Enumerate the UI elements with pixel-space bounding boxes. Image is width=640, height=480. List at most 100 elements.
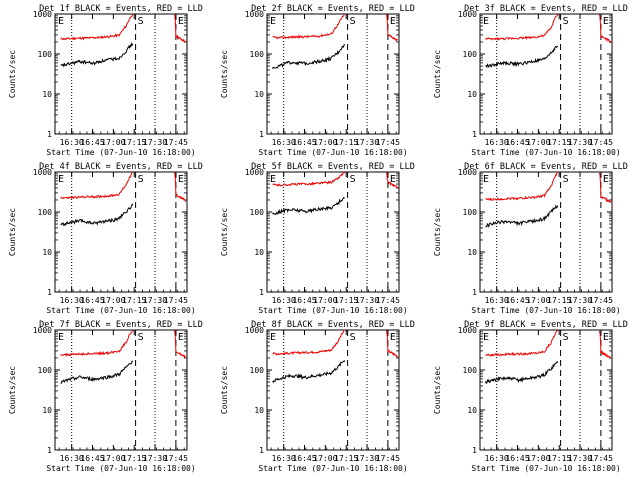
series-line-red bbox=[485, 171, 559, 202]
x-tick-label: 17:00 bbox=[313, 296, 337, 305]
x-tick-label: 16:45 bbox=[80, 454, 104, 463]
y-tick-label: 100 bbox=[463, 50, 478, 59]
y-tick-label: 1 bbox=[47, 446, 52, 455]
panel-title: Det 2f BLACK = Events, RED = LLD bbox=[251, 4, 415, 14]
x-tick-label: 17:45 bbox=[164, 138, 188, 147]
x-axis-label: Start Time (07-Jun-10 16:18:00) bbox=[46, 464, 195, 473]
plot-frame bbox=[266, 13, 400, 135]
y-tick-label: 10 bbox=[254, 406, 264, 415]
y-tick-label: 10 bbox=[467, 406, 477, 415]
event-marker: E bbox=[270, 332, 276, 343]
chart-panel-7: Det 7f BLACK = Events, RED = LLD 1 10 100 10… bbox=[8, 320, 203, 473]
panel-title: Det 7f BLACK = Events, RED = LLD bbox=[39, 320, 203, 330]
x-tick-label: 16:30 bbox=[60, 296, 84, 305]
series-line-black bbox=[485, 45, 559, 69]
y-tick-label: 1000 bbox=[458, 168, 477, 177]
series-line-black bbox=[272, 43, 346, 70]
series-line-red bbox=[485, 329, 559, 357]
y-tick-label: 10 bbox=[254, 248, 264, 257]
y-tick-label: 100 bbox=[38, 366, 53, 375]
x-tick-label: 16:30 bbox=[60, 454, 84, 463]
y-tick-label: 1000 bbox=[245, 326, 264, 335]
x-tick-label: 17:30 bbox=[568, 138, 592, 147]
series-line-black bbox=[272, 360, 346, 384]
x-tick-label: 17:15 bbox=[122, 296, 146, 305]
x-tick-label: 16:30 bbox=[485, 138, 509, 147]
panel-title: Det 8f BLACK = Events, RED = LLD bbox=[251, 320, 415, 330]
x-axis-label: Start Time (07-Jun-10 16:18:00) bbox=[258, 148, 407, 157]
event-marker: E bbox=[603, 16, 609, 27]
event-marker: E bbox=[270, 174, 276, 185]
event-marker: S bbox=[350, 16, 356, 27]
x-tick-label: 17:30 bbox=[355, 138, 379, 147]
series-line-red bbox=[60, 171, 134, 200]
x-tick-label: 17:00 bbox=[101, 296, 125, 305]
event-marker: S bbox=[350, 332, 356, 343]
event-marker: E bbox=[603, 332, 609, 343]
x-tick-label: 16:30 bbox=[60, 138, 84, 147]
plot-frame bbox=[54, 13, 188, 135]
series-line-red-after bbox=[599, 14, 612, 44]
x-axis-label: Start Time (07-Jun-10 16:18:00) bbox=[46, 148, 195, 157]
x-tick-label: 17:15 bbox=[334, 296, 358, 305]
series-line-red-after bbox=[599, 330, 612, 360]
event-marker: E bbox=[390, 16, 396, 27]
x-tick-label: 17:45 bbox=[164, 296, 188, 305]
y-tick-label: 100 bbox=[463, 208, 478, 217]
x-tick-label: 17:00 bbox=[526, 454, 550, 463]
panel-title: Det 1f BLACK = Events, RED = LLD bbox=[39, 4, 203, 14]
y-axis-label: Counts/sec bbox=[220, 208, 229, 256]
y-tick-label: 1 bbox=[259, 288, 264, 297]
x-tick-label: 16:30 bbox=[485, 296, 509, 305]
chart-panel-6: Det 6f BLACK = Events, RED = LLD 1 10 100 10… bbox=[433, 162, 628, 315]
plot-frame bbox=[479, 329, 613, 451]
x-tick-label: 17:30 bbox=[568, 454, 592, 463]
y-tick-label: 1000 bbox=[33, 168, 52, 177]
series-line-red-after bbox=[174, 329, 186, 359]
plot-frame bbox=[54, 329, 188, 451]
x-tick-label: 16:45 bbox=[80, 138, 104, 147]
x-tick-label: 17:45 bbox=[589, 296, 613, 305]
y-tick-label: 1 bbox=[472, 446, 477, 455]
x-tick-label: 17:15 bbox=[122, 454, 146, 463]
series-line-red bbox=[272, 171, 346, 187]
series-line-red bbox=[60, 329, 134, 357]
x-tick-label: 17:45 bbox=[376, 138, 400, 147]
x-tick-label: 17:30 bbox=[355, 296, 379, 305]
y-tick-label: 100 bbox=[250, 366, 265, 375]
series-line-black bbox=[60, 203, 134, 227]
y-axis-label: Counts/sec bbox=[433, 50, 442, 98]
series-line-black bbox=[60, 42, 134, 68]
x-tick-label: 17:15 bbox=[334, 454, 358, 463]
x-tick-label: 16:45 bbox=[505, 138, 529, 147]
y-axis-label: Counts/sec bbox=[8, 366, 17, 414]
chart-panel-4: Det 4f BLACK = Events, RED = LLD 1 10 100 10… bbox=[8, 162, 203, 315]
x-tick-label: 16:30 bbox=[272, 296, 296, 305]
event-marker: E bbox=[178, 332, 184, 343]
y-tick-label: 10 bbox=[42, 406, 52, 415]
y-tick-label: 1000 bbox=[245, 168, 264, 177]
x-tick-label: 16:45 bbox=[292, 296, 316, 305]
series-line-black bbox=[60, 360, 134, 384]
chart-panel-8: Det 8f BLACK = Events, RED = LLD 1 10 100 10… bbox=[220, 320, 415, 473]
plot-frame bbox=[266, 171, 400, 293]
y-tick-label: 1 bbox=[259, 446, 264, 455]
event-marker: E bbox=[178, 16, 184, 27]
x-tick-label: 17:00 bbox=[313, 454, 337, 463]
event-marker: S bbox=[138, 16, 144, 27]
x-tick-label: 16:30 bbox=[485, 454, 509, 463]
event-marker: E bbox=[270, 16, 276, 27]
x-axis-label: Start Time (07-Jun-10 16:18:00) bbox=[46, 306, 195, 315]
y-tick-label: 1 bbox=[47, 288, 52, 297]
series-line-black bbox=[485, 204, 559, 229]
series-line-red bbox=[60, 13, 134, 41]
plot-frame bbox=[54, 171, 188, 293]
event-marker: E bbox=[390, 174, 396, 185]
chart-panel-1: Det 1f BLACK = Events, RED = LLD 1 10 100 10… bbox=[8, 4, 203, 157]
x-tick-label: 17:30 bbox=[568, 296, 592, 305]
plot-frame bbox=[479, 171, 613, 293]
event-marker: S bbox=[563, 16, 569, 27]
series-line-red-after bbox=[386, 172, 399, 189]
event-marker: S bbox=[563, 332, 569, 343]
x-tick-label: 17:45 bbox=[589, 454, 613, 463]
